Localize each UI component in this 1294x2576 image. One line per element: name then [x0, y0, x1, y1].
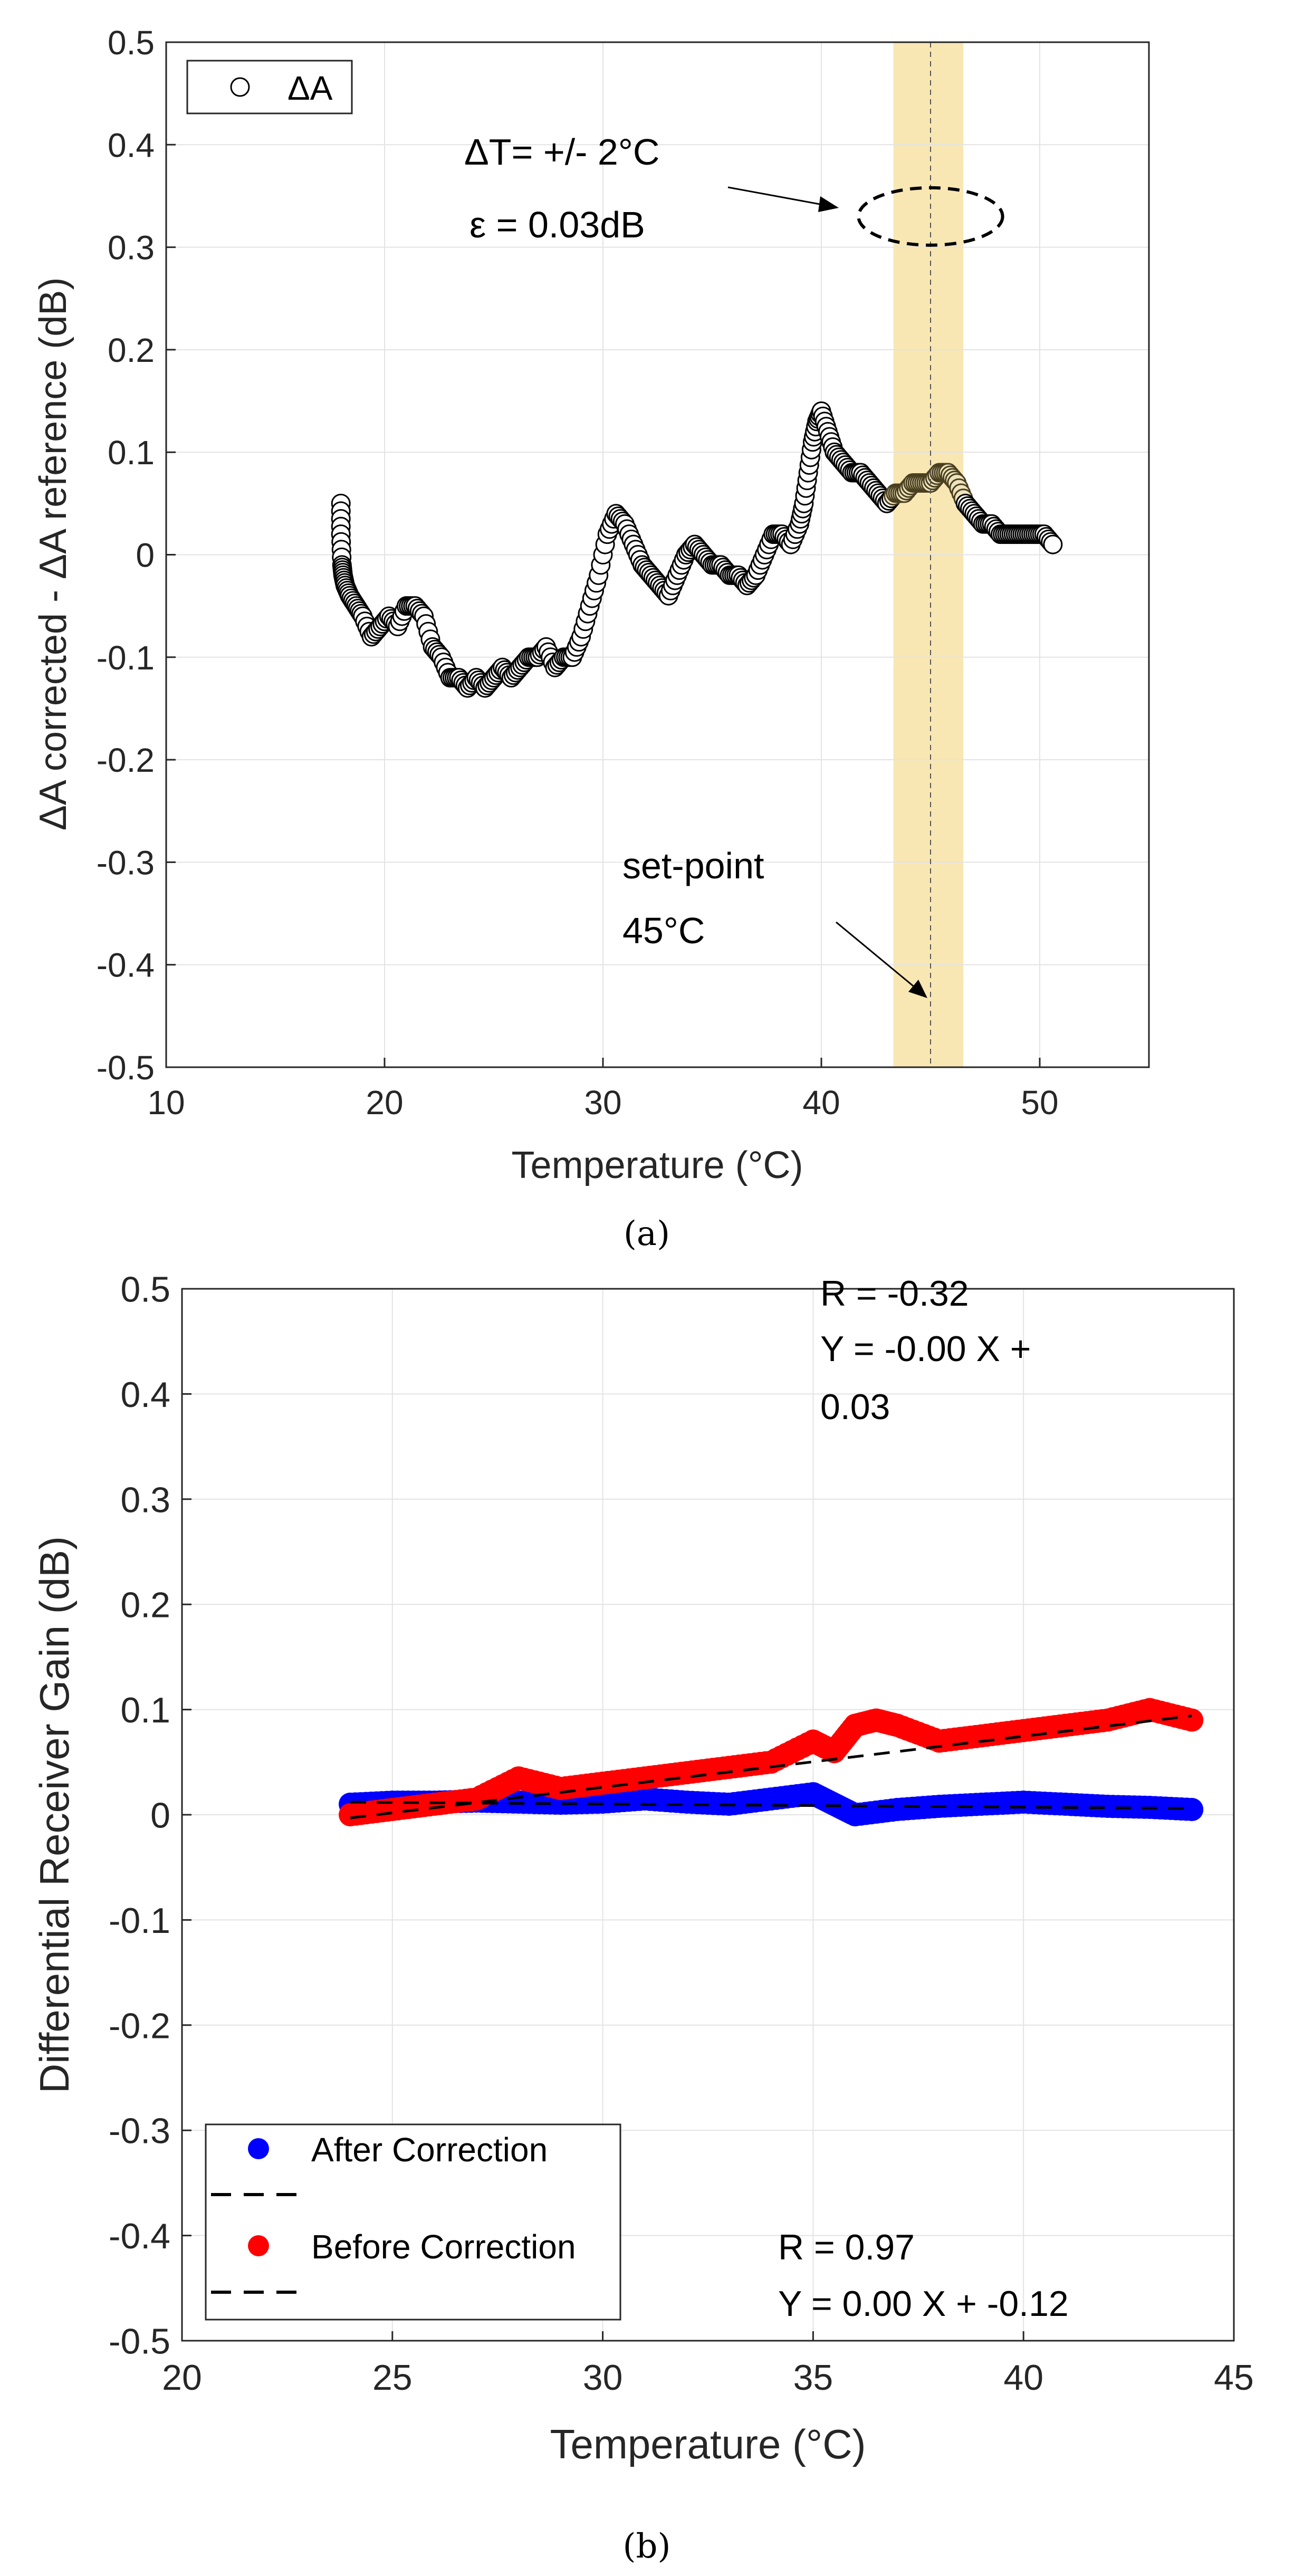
chart-b-legend-marker-before: [248, 2235, 269, 2256]
chart-b-point-before: [1180, 1708, 1204, 1732]
chart-b-x-tick-label: 35: [793, 2358, 833, 2398]
chart-a-y-tick-label: -0.2: [97, 741, 155, 779]
chart-a-x-tick-label: 40: [802, 1084, 840, 1122]
chart-a-y-ticks: -0.5 -0.4 -0.3 -0.2 -0.1 0 0.1 0.2 0.3 0.4 0.5: [97, 24, 176, 1087]
chart-b-y-tick-label: 0.1: [120, 1690, 170, 1730]
chart-a-x-ticks: 10 20 30 40 50: [147, 1058, 1059, 1122]
chart-b-y-tick-label: 0.5: [120, 1269, 170, 1309]
chart-a-y-tick-label: 0.3: [108, 229, 155, 267]
chart-b-legend-box: [205, 2123, 621, 2321]
chart-b-xlabel: Temperature (°C): [550, 2421, 866, 2467]
chart-a-y-tick-label: 0.2: [108, 331, 155, 369]
chart-a-ylabel: ΔA corrected - ΔA reference (dB): [32, 277, 74, 831]
chart-b-annotation-top-eq1: Y = -0.00 X +: [820, 1329, 1031, 1369]
chart-a: 10 20 30 40 50 -0.5 -0.4 -0.3 -0.2 -0.1 0 0.1 0.2 0.…: [32, 24, 1150, 1253]
chart-a-y-tick-label: 0.5: [108, 24, 155, 62]
chart-b-legend-label-after: After Correction: [311, 2131, 548, 2169]
chart-b-fit-line-after: [350, 1801, 1192, 1810]
chart-b-legend-label-before: Before Correction: [311, 2228, 576, 2266]
chart-b-y-tick-label: 0.3: [120, 1480, 170, 1520]
chart-b-x-tick-label: 45: [1214, 2358, 1254, 2398]
chart-b-y-tick-label: 0: [150, 1795, 170, 1835]
chart-a-y-tick-label: 0.4: [108, 126, 155, 164]
chart-a-annotation-setpoint-2: 45°C: [622, 910, 705, 951]
chart-a-annotation-setpoint-1: set-point: [622, 845, 764, 886]
chart-a-arrow-setpoint: [836, 921, 927, 998]
chart-b-legend: After Correction Before Correction: [205, 2123, 621, 2321]
chart-b-x-ticks: 20 25 30 35 40 45: [162, 2331, 1254, 2398]
chart-a-x-tick-label: 30: [584, 1084, 621, 1122]
chart-b-y-ticks: -0.5 -0.4 -0.3 -0.2 -0.1 0 0.1 0.2 0.3 0.4 0.5: [109, 1269, 191, 2361]
chart-a-legend-box: [186, 60, 353, 114]
chart-b-annotation-top-r: R = -0.32: [820, 1273, 969, 1314]
chart-a-point: [1043, 534, 1063, 554]
chart-b-y-tick-label: -0.4: [109, 2216, 170, 2256]
chart-b-data: [339, 1698, 1204, 1826]
chart-a-x-tick-label: 20: [366, 1084, 403, 1122]
chart-b-point-after: [1180, 1798, 1204, 1822]
chart-b-x-tick-label: 40: [1003, 2358, 1043, 2398]
chart-a-annotation-delta-t: ΔT= +/- 2°C: [464, 131, 659, 173]
chart-b-x-tick-label: 25: [372, 2358, 413, 2398]
chart-b-fit-line-before: [350, 1715, 1192, 1820]
chart-b-y-tick-label: -0.2: [109, 2006, 170, 2046]
chart-a-y-tick-label: 0.1: [108, 434, 155, 472]
chart-b-legend-marker-after: [248, 2138, 269, 2159]
chart-b-caption: (b): [623, 2527, 671, 2566]
chart-b-x-tick-label: 20: [162, 2358, 202, 2398]
chart-b-annotation-bottom-r: R = 0.97: [778, 2227, 915, 2267]
chart-a-legend-label: ΔA: [287, 69, 333, 107]
chart-b-annotation-bottom-eq: Y = 0.00 X + -0.12: [778, 2284, 1069, 2324]
chart-b-x-tick-label: 30: [583, 2358, 623, 2398]
chart-a-y-tick-label: -0.3: [97, 844, 155, 882]
chart-a-y-tick-label: -0.4: [97, 946, 155, 984]
chart-a-x-tick-label: 10: [147, 1084, 185, 1122]
chart-a-caption: (a): [624, 1214, 670, 1253]
chart-b-y-tick-label: 0.4: [120, 1375, 170, 1415]
chart-a-data: [331, 401, 1063, 698]
chart-b: 20 25 30 35 40 45 -0.5 -0.4 -0.3 -0.2 -0.1 0 0.1 0.2…: [31, 1269, 1254, 2566]
chart-a-y-tick-label: -0.5: [97, 1049, 155, 1087]
chart-a-legend-marker: [230, 77, 250, 97]
chart-a-x-tick-label: 50: [1021, 1084, 1058, 1122]
chart-a-ellipse: [857, 186, 1004, 247]
chart-b-annotation-top-eq2: 0.03: [820, 1387, 890, 1427]
chart-a-annotation-epsilon: ε = 0.03dB: [469, 204, 645, 245]
chart-b-y-tick-label: -0.5: [109, 2321, 170, 2361]
chart-b-y-tick-label: -0.1: [109, 1901, 170, 1941]
chart-b-ylabel: Differential Receiver Gain (dB): [31, 1536, 78, 2093]
chart-a-xlabel: Temperature (°C): [512, 1144, 803, 1186]
chart-a-y-tick-label: 0: [136, 537, 155, 574]
chart-a-y-tick-label: -0.1: [97, 639, 155, 677]
chart-a-arrow-epsilon: [727, 186, 839, 212]
chart-b-y-tick-label: 0.2: [120, 1585, 170, 1625]
chart-b-y-tick-label: -0.3: [109, 2111, 170, 2151]
chart-a-legend: ΔA: [186, 60, 353, 114]
